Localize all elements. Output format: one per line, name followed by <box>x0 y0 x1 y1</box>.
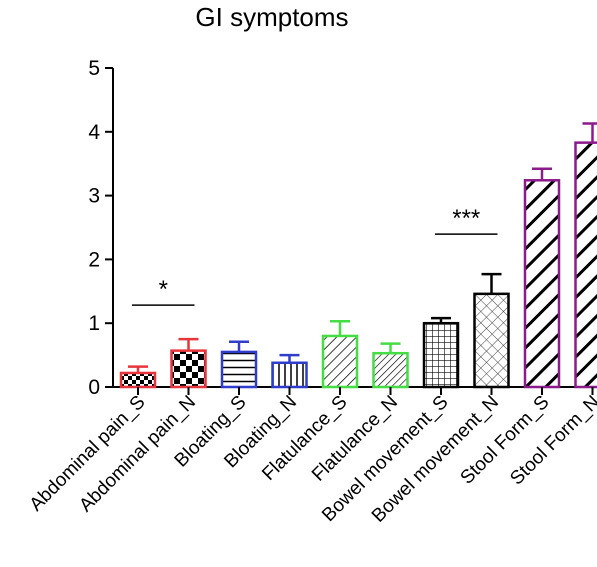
bar <box>473 292 510 389</box>
chart-title: GI symptoms <box>195 2 348 32</box>
x-ticks <box>137 387 594 395</box>
y-tick-label: 4 <box>88 121 100 144</box>
bars <box>119 141 597 389</box>
bar <box>574 141 597 389</box>
bar <box>170 349 207 389</box>
significance-annotations: **** <box>132 205 498 306</box>
bar <box>119 371 157 389</box>
y-tick-label: 5 <box>88 57 100 80</box>
significance-label: * <box>159 276 168 303</box>
significance-label: *** <box>452 205 480 232</box>
y-tick-label: 3 <box>88 185 100 208</box>
bar <box>523 179 561 389</box>
bar <box>220 350 258 389</box>
bar <box>271 361 308 389</box>
y-ticks: 0 1 2 3 4 5 <box>88 57 113 399</box>
bar <box>321 334 359 389</box>
bar <box>422 321 460 389</box>
y-tick-label: 1 <box>88 312 100 335</box>
y-tick-label: 2 <box>88 248 100 271</box>
category-label: Stool Form_S <box>457 392 554 489</box>
error-bars <box>128 122 597 373</box>
bar <box>372 351 409 389</box>
y-tick-label: 0 <box>88 376 100 399</box>
